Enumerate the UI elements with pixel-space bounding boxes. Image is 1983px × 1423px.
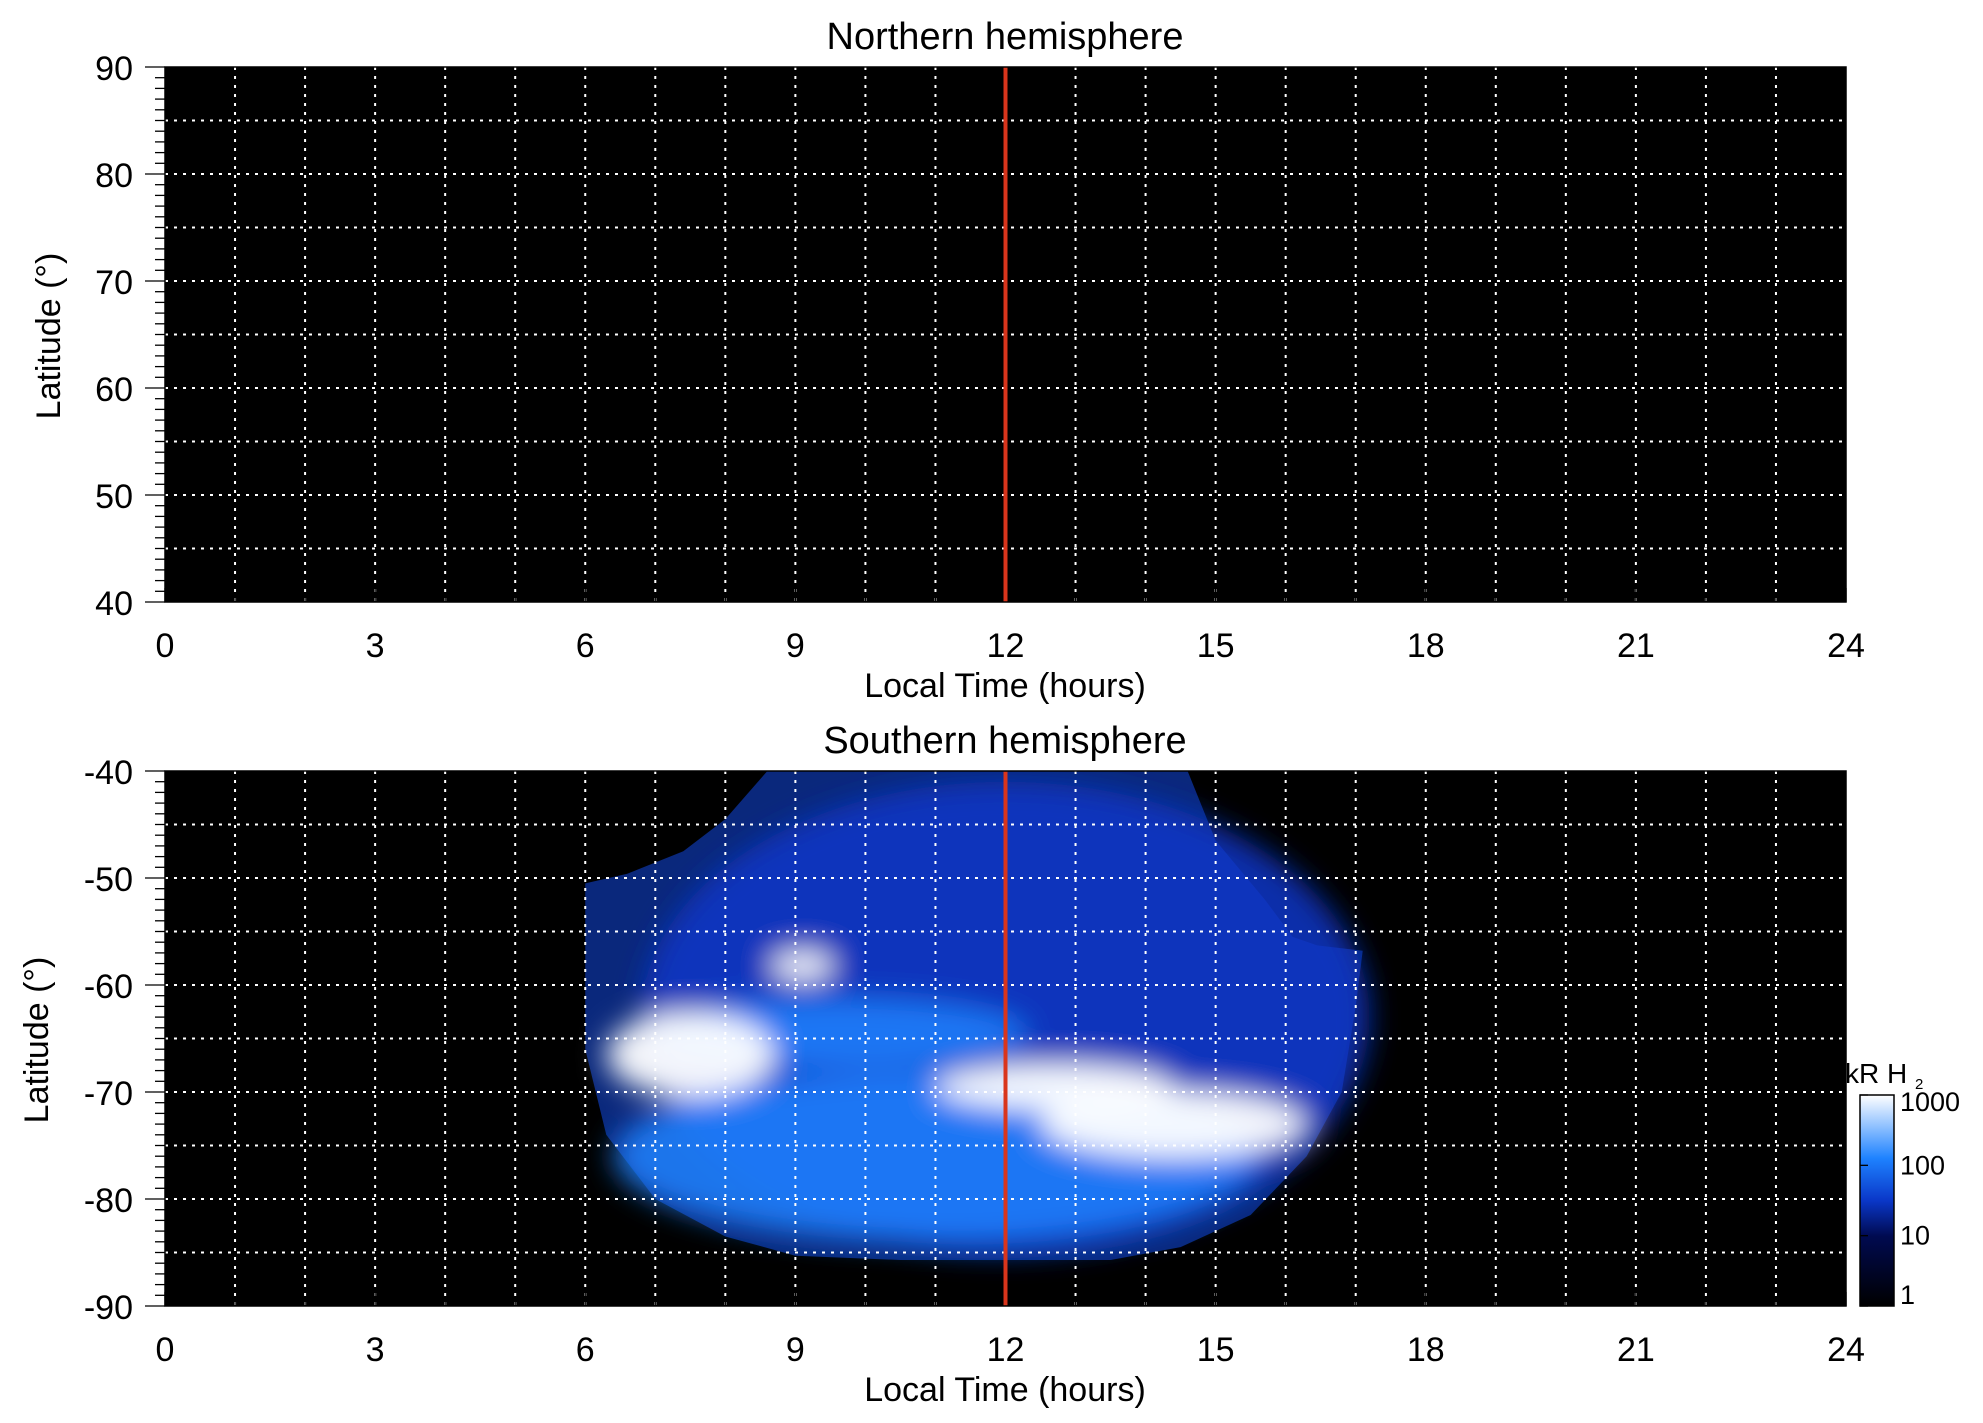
panel-north: Northern hemisphere 90 80 70 60 50 40 0 3 6 9 12 1…: [30, 16, 1865, 705]
colorbar-tick-label: 1: [1900, 1280, 1915, 1310]
x-tick-label: 21: [1617, 627, 1655, 665]
panel-south: Southern hemisphere -40 -50 -60 -70 -80 -90 0…: [18, 720, 1865, 1409]
y-tick-label: 90: [95, 50, 133, 88]
y-tick-label: -90: [84, 1289, 133, 1327]
y-tick-label: -60: [84, 968, 133, 1006]
x-tick-label: 3: [366, 1331, 385, 1369]
minor-ticks: [145, 770, 1847, 1307]
colorbar-title-text: kR H: [1845, 1058, 1907, 1089]
x-axis-label: Local Time (hours): [864, 1371, 1146, 1409]
minor-ticks: [145, 66, 1847, 603]
aurora-emission: [585, 771, 1370, 1260]
colorbar-tick-label: 1000: [1900, 1087, 1960, 1117]
x-tick-label: 15: [1197, 627, 1235, 665]
emission-patch: [770, 950, 834, 981]
x-tick-label: 9: [786, 627, 805, 665]
y-tick-label: 50: [95, 478, 133, 516]
y-tick-label: 80: [95, 157, 133, 195]
emission-patch: [606, 1011, 775, 1098]
grid-lines: [165, 771, 1846, 1306]
y-tick-label: 60: [95, 371, 133, 409]
x-tick-label: 9: [786, 1331, 805, 1369]
grid-lines: [165, 67, 1846, 602]
colorbar: kR H 2 1 10 100 1000: [1845, 1058, 1960, 1310]
colorbar-tick-label: 10: [1900, 1221, 1930, 1251]
x-tick-label: 21: [1617, 1331, 1655, 1369]
plot-frame: [164, 66, 1847, 603]
x-tick-label: 3: [366, 627, 385, 665]
x-tick-label: 0: [156, 627, 175, 665]
x-tick-label: 12: [987, 627, 1025, 665]
y-tick-label: 70: [95, 264, 133, 302]
x-tick-label: 12: [987, 1331, 1025, 1369]
x-tick-label: 6: [576, 627, 595, 665]
colorbar-title-subscript: 2: [1915, 1076, 1923, 1093]
colorbar-title: kR H 2: [1845, 1058, 1923, 1093]
chart-title: Southern hemisphere: [823, 720, 1186, 762]
y-axis-label: Latitude (°): [30, 253, 68, 420]
y-tick-label: -70: [84, 1075, 133, 1113]
y-axis-label: Latitude (°): [18, 957, 56, 1124]
emission-patch: [1040, 1089, 1307, 1159]
x-tick-label: 6: [576, 1331, 595, 1369]
plot-frame: [164, 770, 1847, 1307]
x-tick-label: 24: [1827, 627, 1865, 665]
x-tick-label: 0: [156, 1331, 175, 1369]
y-tick-label: -80: [84, 1182, 133, 1220]
x-tick-label: 15: [1197, 1331, 1235, 1369]
x-tick-label: 18: [1407, 627, 1445, 665]
x-axis-label: Local Time (hours): [864, 667, 1146, 705]
x-tick-label: 18: [1407, 1331, 1445, 1369]
colorbar-tick-label: 100: [1900, 1150, 1945, 1180]
colorbar-gradient: [1859, 1094, 1895, 1307]
x-tick-label: 24: [1827, 1331, 1865, 1369]
chart-title: Northern hemisphere: [827, 16, 1184, 58]
y-tick-label: 40: [95, 585, 133, 623]
y-tick-label: -40: [84, 754, 133, 792]
y-tick-label: -50: [84, 861, 133, 899]
